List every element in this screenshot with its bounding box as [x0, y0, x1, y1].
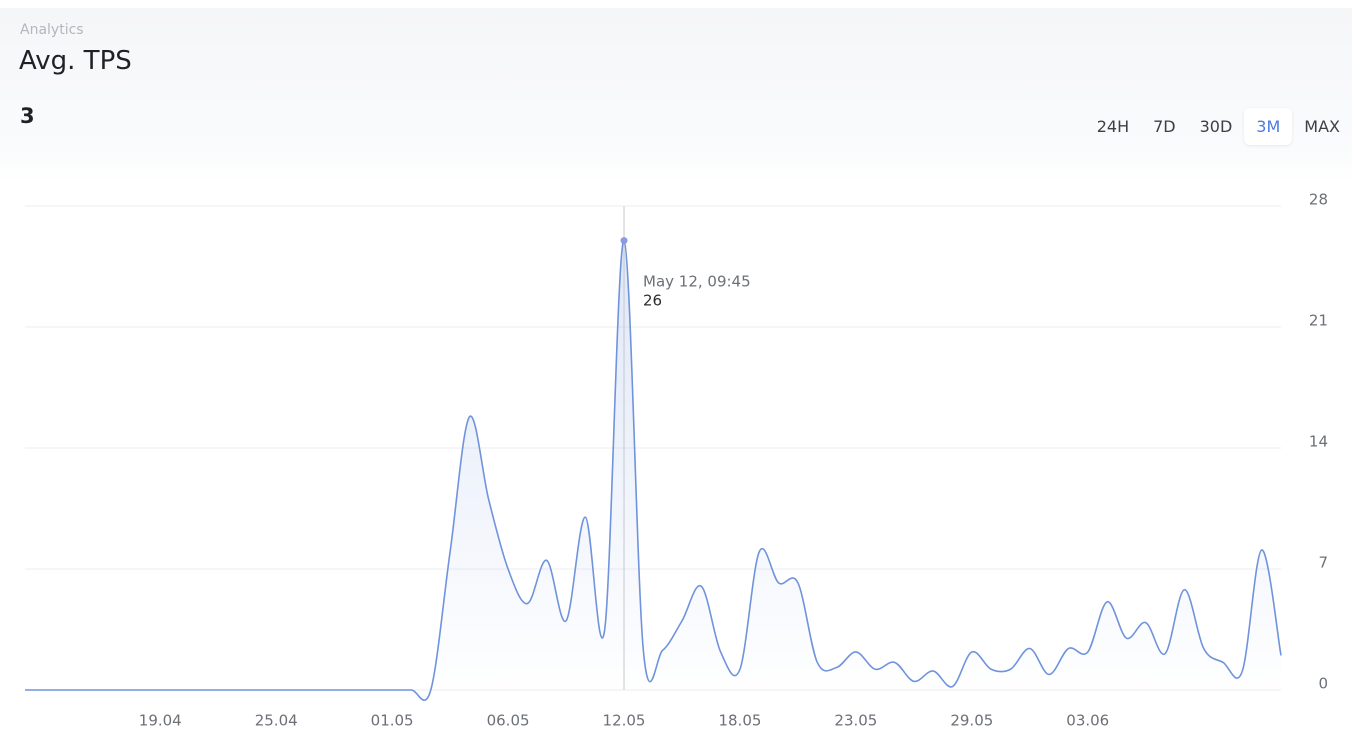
x-tick-label: 29.05	[950, 712, 993, 730]
chart-title: Avg. TPS	[19, 46, 132, 76]
x-tick-label: 23.05	[834, 712, 877, 730]
range-selector: 24H 7D 30D 3M MAX	[1085, 108, 1352, 145]
line	[24, 239, 1282, 701]
range-button[interactable]: MAX	[1304, 117, 1340, 136]
area-fill	[25, 240, 1281, 701]
section-label: Analytics	[20, 22, 84, 38]
y-tick-label: 28	[1309, 191, 1328, 209]
range-button[interactable]: 7D	[1153, 117, 1176, 136]
x-tick-label: 12.05	[603, 712, 646, 730]
y-tick-label: 0	[1318, 675, 1328, 693]
x-tick-label: 01.05	[371, 712, 414, 730]
x-tick-label: 03.06	[1066, 712, 1109, 730]
current-value: 3	[20, 104, 35, 128]
range-button[interactable]: 3M	[1244, 108, 1293, 145]
y-tick-label: 21	[1309, 312, 1328, 330]
range-button[interactable]: 24H	[1096, 117, 1130, 136]
y-tick-label: 7	[1318, 554, 1328, 572]
y-tick-label: 14	[1309, 433, 1328, 451]
tooltip-date: May 12, 09:45	[643, 273, 751, 291]
x-tick-label: 25.04	[255, 712, 298, 730]
range-button[interactable]: 30D	[1199, 117, 1233, 136]
x-tick-label: 19.04	[139, 712, 182, 730]
x-tick-label: 06.05	[487, 712, 530, 730]
tooltip-value: 26	[643, 292, 662, 310]
highlight-point	[620, 237, 628, 245]
header-panel	[0, 8, 1352, 183]
x-tick-label: 18.05	[718, 712, 761, 730]
